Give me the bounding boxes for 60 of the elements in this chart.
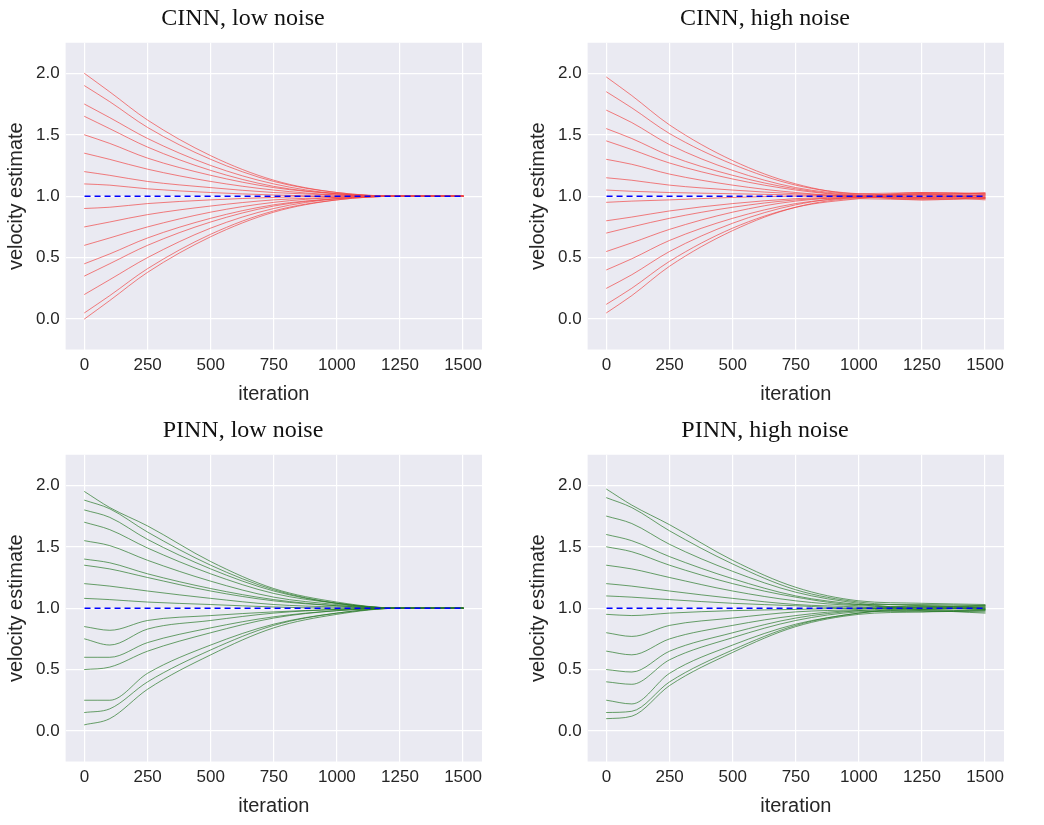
y-tick-label: 1.0 <box>557 185 582 205</box>
y-tick-label: 0.0 <box>35 308 60 328</box>
x-axis-title: iteration <box>760 793 832 816</box>
y-tick-label: 1.0 <box>35 597 60 617</box>
x-tick-label: 0 <box>601 355 612 375</box>
x-axis-title: iteration <box>238 381 310 404</box>
x-tick-label: 750 <box>259 355 288 375</box>
x-tick-label: 1250 <box>381 767 419 787</box>
y-tick-label: 0.0 <box>557 308 582 328</box>
x-tick-label: 250 <box>133 355 162 375</box>
x-tick-label: 1250 <box>381 355 419 375</box>
y-tick-label: 0.0 <box>35 720 60 740</box>
y-tick-label: 2.0 <box>557 475 582 495</box>
x-tick-label: 0 <box>79 767 90 787</box>
x-tick-label: 1000 <box>839 767 878 787</box>
y-tick-label: 1.0 <box>557 597 582 617</box>
y-tick-label: 1.5 <box>557 536 582 556</box>
x-tick-label: 500 <box>718 355 747 375</box>
x-tick-label: 750 <box>259 767 288 787</box>
x-tick-label: 1000 <box>839 355 878 375</box>
y-tick-label: 1.5 <box>557 124 582 144</box>
x-tick-label: 0 <box>601 767 612 787</box>
x-tick-label: 250 <box>655 355 684 375</box>
x-tick-label: 750 <box>781 355 810 375</box>
y-tick-label: 2.0 <box>35 63 60 83</box>
chart-title: PINN, low noise <box>162 415 324 442</box>
x-tick-label: 500 <box>196 355 225 375</box>
x-tick-label: 1500 <box>966 767 1004 787</box>
x-tick-label: 1000 <box>317 355 356 375</box>
y-tick-label: 0.0 <box>557 720 582 740</box>
x-tick-label: 1000 <box>317 767 356 787</box>
x-tick-label: 1250 <box>903 767 941 787</box>
chart-title: CINN, low noise <box>161 3 325 30</box>
y-tick-label: 0.5 <box>557 247 582 267</box>
y-axis-title: velocity estimate <box>525 122 548 271</box>
y-axis-title: velocity estimate <box>3 122 26 271</box>
y-tick-label: 1.5 <box>35 536 60 556</box>
x-tick-label: 500 <box>718 767 747 787</box>
x-tick-label: 1500 <box>966 355 1004 375</box>
y-tick-label: 1.5 <box>35 124 60 144</box>
y-tick-label: 0.5 <box>557 659 582 679</box>
chart-title: CINN, high noise <box>680 3 850 30</box>
y-tick-label: 1.0 <box>35 185 60 205</box>
x-tick-label: 500 <box>196 767 225 787</box>
x-tick-label: 1250 <box>903 355 941 375</box>
y-tick-label: 0.5 <box>35 247 60 267</box>
x-tick-label: 0 <box>79 355 90 375</box>
y-axis-title: velocity estimate <box>3 534 26 683</box>
x-tick-label: 250 <box>655 767 684 787</box>
x-tick-label: 250 <box>133 767 162 787</box>
x-axis-title: iteration <box>760 381 832 404</box>
y-axis-title: velocity estimate <box>525 534 548 683</box>
chart-title: PINN, high noise <box>681 415 849 442</box>
y-tick-label: 2.0 <box>35 475 60 495</box>
x-axis-title: iteration <box>238 793 310 816</box>
y-tick-label: 2.0 <box>557 63 582 83</box>
x-tick-label: 1500 <box>444 767 482 787</box>
x-tick-label: 750 <box>781 767 810 787</box>
x-tick-label: 1500 <box>444 355 482 375</box>
y-tick-label: 0.5 <box>35 659 60 679</box>
